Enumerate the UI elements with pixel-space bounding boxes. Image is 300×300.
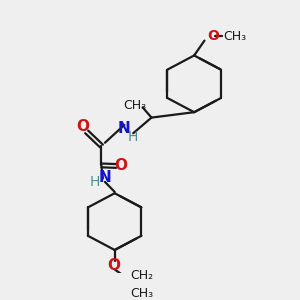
Text: O: O bbox=[207, 29, 219, 43]
Text: H: H bbox=[128, 130, 138, 143]
Text: O: O bbox=[77, 119, 90, 134]
Text: CH₂: CH₂ bbox=[130, 268, 153, 282]
Text: CH₃: CH₃ bbox=[224, 29, 247, 43]
Text: CH₃: CH₃ bbox=[124, 99, 147, 112]
Text: CH₃: CH₃ bbox=[130, 287, 153, 300]
Text: O: O bbox=[108, 258, 121, 273]
Text: N: N bbox=[99, 170, 111, 185]
Text: O: O bbox=[114, 158, 127, 173]
Text: N: N bbox=[118, 122, 131, 136]
Text: H: H bbox=[90, 175, 100, 189]
